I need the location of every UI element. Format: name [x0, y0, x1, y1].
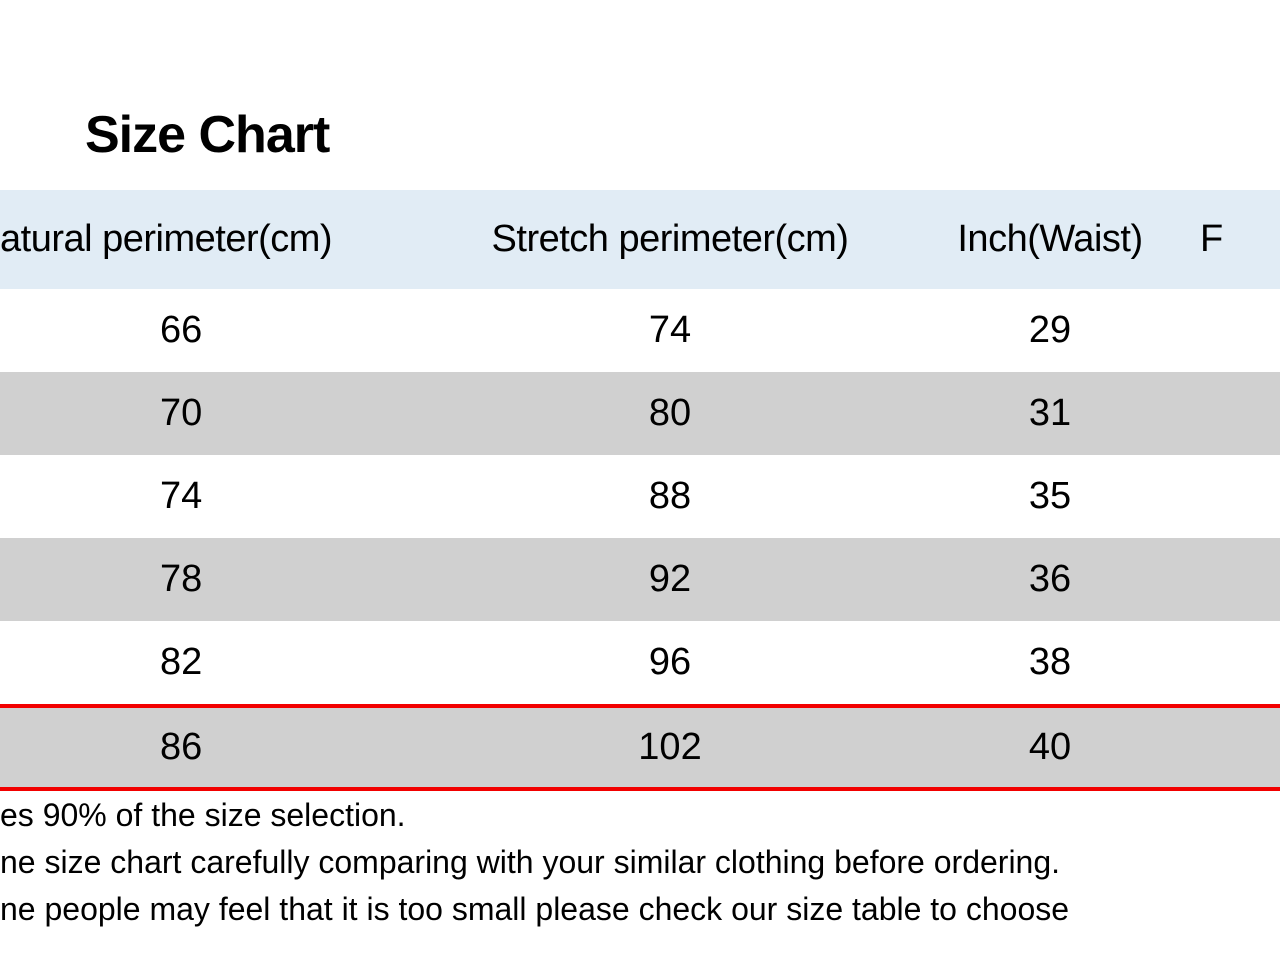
column-header: atural perimeter(cm) [0, 190, 430, 289]
table-cell: 82 [0, 621, 430, 706]
table-row: 82 96 38 [0, 621, 1280, 706]
table-cell: 66 [0, 289, 430, 372]
table-cell: 102 [430, 706, 910, 789]
table-cell: 29 [910, 289, 1190, 372]
table-cell [1190, 372, 1280, 455]
table-cell: 38 [910, 621, 1190, 706]
table-row: 74 88 35 [0, 455, 1280, 538]
table-cell [1190, 538, 1280, 621]
table-cell [1190, 621, 1280, 706]
table-cell [1190, 289, 1280, 372]
column-header: Inch(Waist) [910, 190, 1190, 289]
table-row: 66 74 29 [0, 289, 1280, 372]
size-chart-table: atural perimeter(cm) Stretch perimeter(c… [0, 190, 1280, 791]
column-header: Stretch perimeter(cm) [430, 190, 910, 289]
footer-text: es 90% of the size selection. ne size ch… [0, 793, 1280, 931]
table-cell: 70 [0, 372, 430, 455]
table-cell [1190, 455, 1280, 538]
table-row: 78 92 36 [0, 538, 1280, 621]
table-cell: 92 [430, 538, 910, 621]
footer-line: ne size chart carefully comparing with y… [0, 840, 1280, 885]
page-title: Size Chart [0, 0, 1280, 165]
table-cell: 40 [910, 706, 1190, 789]
footer-line: ne people may feel that it is too small … [0, 887, 1280, 932]
table-row-highlighted: 86 102 40 [0, 706, 1280, 789]
table-cell: 35 [910, 455, 1190, 538]
table-cell: 78 [0, 538, 430, 621]
column-header: F [1190, 190, 1280, 289]
table-cell: 74 [0, 455, 430, 538]
table-header-row: atural perimeter(cm) Stretch perimeter(c… [0, 190, 1280, 289]
table-cell [1190, 706, 1280, 789]
table-row: 70 80 31 [0, 372, 1280, 455]
table-cell: 74 [430, 289, 910, 372]
table-cell: 80 [430, 372, 910, 455]
table-cell: 31 [910, 372, 1190, 455]
table-cell: 96 [430, 621, 910, 706]
footer-line: es 90% of the size selection. [0, 793, 1280, 838]
table-cell: 36 [910, 538, 1190, 621]
table-cell: 86 [0, 706, 430, 789]
table-cell: 88 [430, 455, 910, 538]
